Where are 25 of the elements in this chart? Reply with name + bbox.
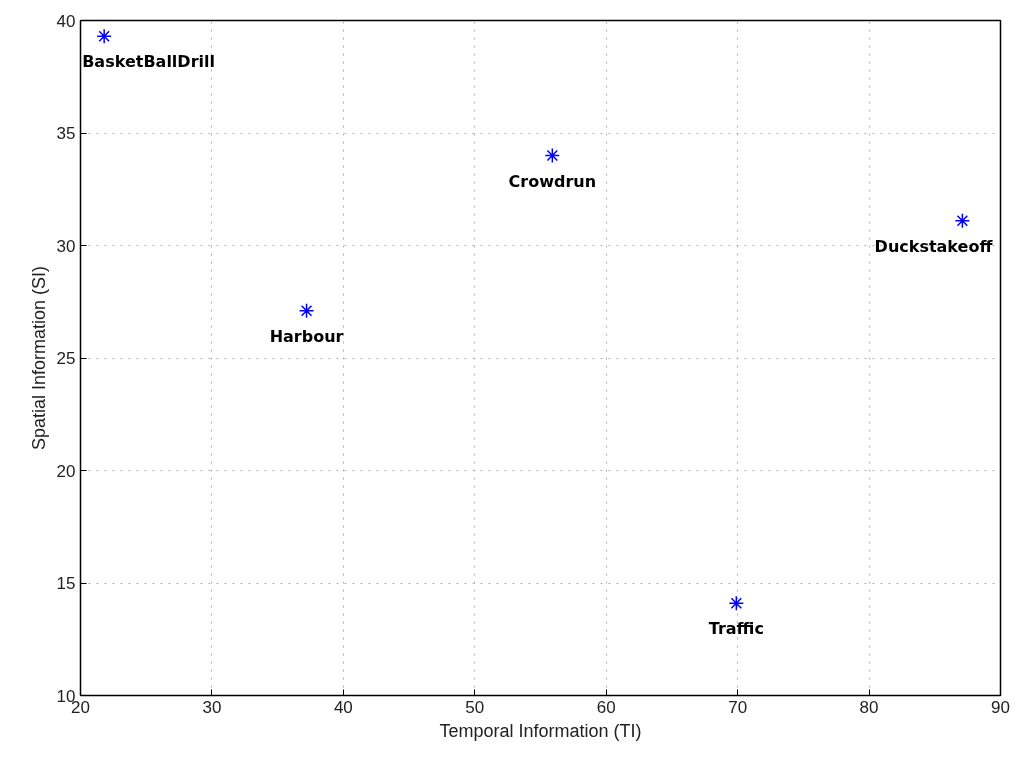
x-axis-title: Temporal Information (TI) <box>439 720 642 741</box>
annotation: Traffic <box>708 619 764 639</box>
x-tick-label: 30 <box>202 697 222 717</box>
point <box>544 147 561 164</box>
x-tick-label: 40 <box>333 697 353 717</box>
y-tick-label: 40 <box>56 11 76 31</box>
point <box>728 595 745 611</box>
y-tick-label: 20 <box>56 461 76 481</box>
x-tick-label: 90 <box>991 697 1010 717</box>
y-tick-label: 35 <box>56 124 76 143</box>
x-tick-label: 70 <box>728 697 748 717</box>
point <box>298 303 315 319</box>
point <box>96 28 112 44</box>
annotation: BasketBallDrill <box>82 52 215 72</box>
point <box>954 213 971 229</box>
y-tick-label: 30 <box>56 236 76 256</box>
y-axis-title: Spatial Information (SI) <box>28 265 49 451</box>
x-tick-label: 50 <box>465 697 485 717</box>
x-tick-label: 60 <box>596 697 616 717</box>
x-tick-label: 80 <box>859 697 879 717</box>
y-tick-label: 25 <box>56 349 76 368</box>
y-tick-label: 15 <box>56 574 76 593</box>
annotation: Harbour <box>269 326 344 346</box>
annotation: Duckstakeoff <box>874 236 994 256</box>
annotation: Crowdrun <box>508 171 597 191</box>
